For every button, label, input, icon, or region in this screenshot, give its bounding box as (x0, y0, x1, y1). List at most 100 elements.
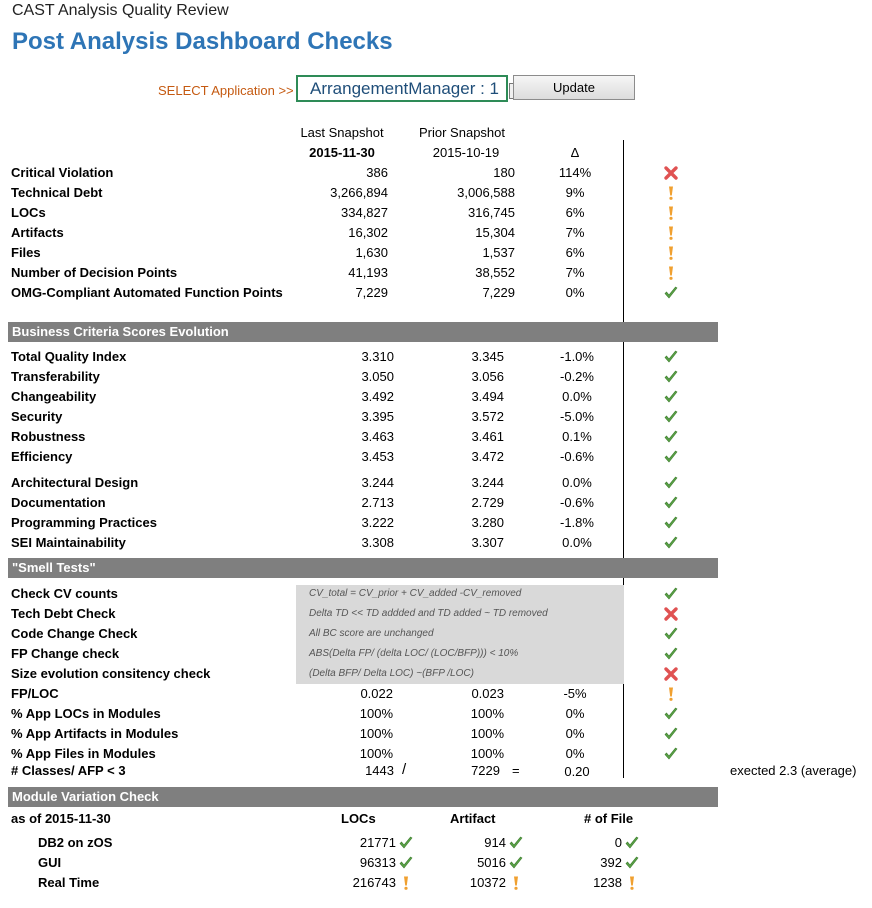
last-snapshot-label: Last Snapshot (300, 125, 384, 140)
row-formula: CV_total = CV_prior + CV_added -CV_remov… (309, 588, 522, 599)
check-icon (663, 349, 679, 365)
check-icon (508, 835, 524, 851)
smell-tests-header: "Smell Tests" (8, 558, 718, 578)
row-prior-value: 180 (493, 165, 515, 180)
application-select[interactable]: ArrangementManager : 1 (296, 75, 508, 102)
row-delta-value: 7% (565, 225, 585, 240)
row-prior-value: 15,304 (475, 225, 515, 240)
module-col-artifact: Artifact (450, 811, 496, 826)
module-locs: 21771 (359, 835, 396, 850)
check-icon (663, 475, 679, 491)
row-label: Transferability (11, 369, 100, 384)
row-delta-value: 0.0% (562, 535, 592, 550)
warning-icon (663, 225, 679, 241)
expected-note: exected 2.3 (average) (730, 763, 857, 778)
check-icon (663, 409, 679, 425)
module-artifact: 10372 (469, 875, 506, 890)
row-prior-value: 3.572 (471, 409, 504, 424)
row-formula: (Delta BFP/ Delta LOC) ~(BFP /LOC) (309, 668, 474, 679)
module-artifact: 5016 (477, 855, 506, 870)
row-prior-value: 2.729 (471, 495, 504, 510)
row-delta-value: 0% (565, 746, 585, 761)
row-label: Technical Debt (11, 185, 103, 200)
row-label: % App Files in Modules (11, 746, 156, 761)
row-last-value: 16,302 (348, 225, 388, 240)
row-label: Number of Decision Points (11, 265, 178, 280)
module-as-of: as of 2015-11-30 (11, 811, 111, 826)
prior-snapshot-label: Prior Snapshot (419, 125, 505, 140)
delta-label: Δ (570, 145, 580, 160)
classes-divider: / (402, 761, 407, 778)
check-icon (663, 726, 679, 742)
row-prior-value: 3.345 (471, 349, 504, 364)
cross-icon (663, 165, 679, 181)
row-formula: ABS(Delta FP/ (delta LOC/ (LOC/BFP))) < … (309, 648, 519, 659)
row-prior-value: 7,229 (482, 285, 515, 300)
row-formula: All BC score are unchanged (309, 628, 434, 639)
row-label: Efficiency (11, 449, 73, 464)
row-last-value: 3.395 (361, 409, 394, 424)
row-delta-value: 114% (558, 165, 592, 180)
module-name: DB2 on zOS (38, 835, 113, 850)
row-prior-value: 316,745 (468, 205, 515, 220)
row-prior-value: 3.472 (471, 449, 504, 464)
warning-icon (663, 265, 679, 281)
check-icon (663, 369, 679, 385)
row-delta-value: 0.0% (562, 389, 592, 404)
check-icon (663, 586, 679, 602)
row-label: Changeability (11, 389, 97, 404)
row-delta-value: 0% (565, 706, 585, 721)
page-title: Post Analysis Dashboard Checks (12, 28, 393, 55)
row-label: Total Quality Index (11, 349, 127, 364)
row-delta-value: 0.1% (562, 429, 592, 444)
row-prior-value: 0.023 (471, 686, 504, 701)
check-icon (398, 835, 414, 851)
row-last-value: 386 (366, 165, 388, 180)
row-delta-value: -0.2% (560, 369, 594, 384)
row-last-value: 3.310 (361, 349, 394, 364)
check-icon (663, 706, 679, 722)
warning-icon (663, 245, 679, 261)
row-delta-value: 9% (565, 185, 585, 200)
row-last-value: 0.022 (360, 686, 393, 701)
select-application-label: SELECT Application >> (158, 83, 294, 98)
module-variation-header: Module Variation Check (8, 787, 718, 807)
row-delta-value: 7% (565, 265, 585, 280)
row-last-value: 3.308 (361, 535, 394, 550)
update-button[interactable]: Update (513, 75, 635, 100)
warning-icon (398, 875, 414, 891)
row-label: Size evolution consitency check (11, 666, 211, 681)
row-prior-value: 3.280 (471, 515, 504, 530)
row-delta-value: -1.8% (560, 515, 594, 530)
row-last-value: 2.713 (361, 495, 394, 510)
check-icon (663, 626, 679, 642)
check-icon (663, 646, 679, 662)
module-files: 392 (600, 855, 622, 870)
row-label: Robustness (11, 429, 86, 444)
row-last-value: 100% (359, 746, 393, 761)
classes-ratio: 0.20 (564, 764, 590, 779)
row-label: % App Artifacts in Modules (11, 726, 179, 741)
classes-afp-label: # Classes/ AFP < 3 (11, 763, 126, 778)
row-label: Critical Violation (11, 165, 114, 180)
row-delta-value: -0.6% (560, 495, 594, 510)
row-last-value: 3.050 (361, 369, 394, 384)
module-files: 1238 (593, 875, 622, 890)
row-last-value: 334,827 (341, 205, 388, 220)
formula-panel (296, 585, 624, 684)
check-icon (663, 449, 679, 465)
warning-icon (663, 205, 679, 221)
check-icon (624, 835, 640, 851)
row-delta-value: 6% (565, 205, 585, 220)
row-label: LOCs (11, 205, 46, 220)
cross-icon (663, 666, 679, 682)
row-delta-value: 0.0% (562, 475, 592, 490)
row-prior-value: 100% (470, 726, 504, 741)
row-label: Programming Practices (11, 515, 157, 530)
module-col-files: # of File (584, 811, 634, 826)
last-snapshot-date: 2015-11-30 (309, 145, 375, 160)
row-label: FP/LOC (11, 686, 59, 701)
business-criteria-header: Business Criteria Scores Evolution (8, 322, 718, 342)
application-select-value: ArrangementManager : 1 (310, 79, 499, 98)
check-icon (663, 285, 679, 301)
